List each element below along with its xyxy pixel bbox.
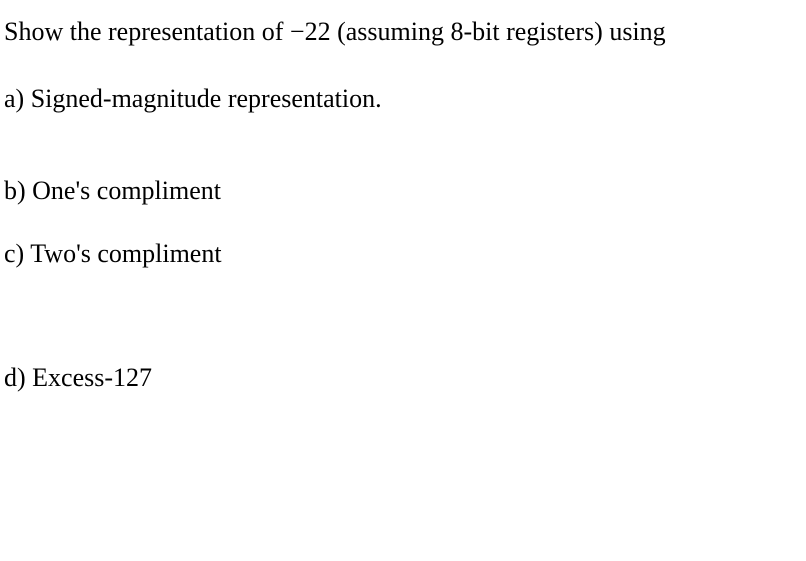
question-intro: Show the representation of −22 (assuming…	[4, 16, 806, 49]
question-part-d: d) Excess-127	[4, 362, 806, 395]
question-part-a: a) Signed-magnitude representation.	[4, 83, 806, 116]
question-part-b: b) One's compliment	[4, 175, 806, 208]
question-part-c: c) Two's compliment	[4, 238, 806, 271]
